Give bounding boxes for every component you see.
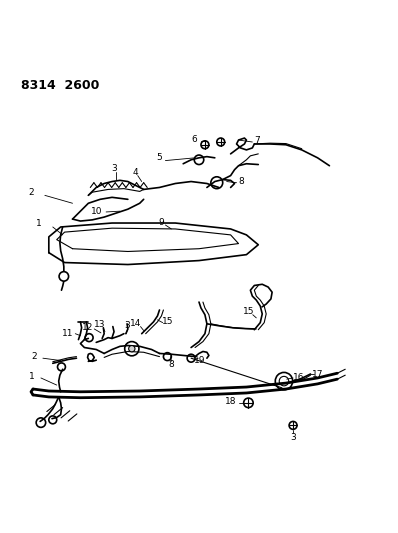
Text: 15: 15	[162, 317, 174, 326]
Text: 1: 1	[36, 219, 42, 228]
Text: 4: 4	[132, 168, 138, 177]
Text: 3: 3	[111, 164, 117, 173]
Text: 18: 18	[225, 397, 236, 406]
Text: 3: 3	[124, 321, 130, 330]
Text: 15: 15	[243, 308, 254, 317]
Text: 13: 13	[94, 320, 105, 329]
Text: 2: 2	[31, 352, 37, 361]
Text: 14: 14	[130, 319, 141, 328]
Text: 7: 7	[255, 136, 260, 146]
Text: 6: 6	[191, 135, 197, 144]
Circle shape	[129, 345, 135, 352]
Text: 12: 12	[82, 323, 93, 332]
Text: 3: 3	[290, 433, 296, 442]
Text: 8: 8	[239, 177, 244, 186]
Text: 11: 11	[62, 329, 74, 338]
Text: 16: 16	[293, 374, 304, 383]
Text: 1: 1	[29, 372, 35, 381]
Circle shape	[59, 272, 68, 281]
Text: 10: 10	[90, 207, 102, 216]
Text: 8314  2600: 8314 2600	[21, 79, 100, 92]
Text: 17: 17	[312, 369, 323, 378]
Text: 8: 8	[168, 360, 174, 369]
Text: 9: 9	[158, 218, 164, 227]
Text: 2: 2	[28, 189, 34, 198]
Text: 19: 19	[194, 356, 205, 365]
Text: 5: 5	[156, 154, 162, 163]
